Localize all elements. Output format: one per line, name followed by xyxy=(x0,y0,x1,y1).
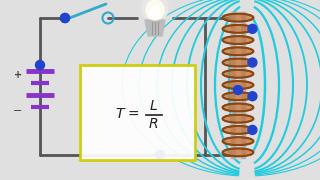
Ellipse shape xyxy=(146,0,164,20)
Ellipse shape xyxy=(223,115,253,123)
Circle shape xyxy=(156,150,164,159)
Circle shape xyxy=(248,92,257,101)
Text: L: L xyxy=(150,100,157,114)
Bar xyxy=(80,65,195,160)
Circle shape xyxy=(36,60,44,69)
Circle shape xyxy=(60,14,69,22)
Bar xyxy=(236,12,240,158)
Bar xyxy=(231,12,245,158)
Ellipse shape xyxy=(223,81,253,89)
Ellipse shape xyxy=(223,126,253,134)
Ellipse shape xyxy=(223,103,253,111)
Circle shape xyxy=(248,125,257,134)
Ellipse shape xyxy=(223,137,253,145)
Text: =: = xyxy=(128,107,139,122)
Ellipse shape xyxy=(223,14,253,22)
Circle shape xyxy=(60,14,69,22)
Text: −: − xyxy=(13,106,23,116)
Ellipse shape xyxy=(223,148,253,156)
Text: R: R xyxy=(149,118,158,132)
Text: T: T xyxy=(115,107,124,122)
Circle shape xyxy=(234,86,243,94)
Ellipse shape xyxy=(223,36,253,44)
Ellipse shape xyxy=(223,59,253,66)
Ellipse shape xyxy=(223,25,253,33)
Text: +: + xyxy=(14,70,22,80)
Polygon shape xyxy=(145,20,165,36)
Ellipse shape xyxy=(150,6,160,18)
Ellipse shape xyxy=(223,70,253,78)
Circle shape xyxy=(248,58,257,67)
Circle shape xyxy=(248,24,257,33)
Ellipse shape xyxy=(142,0,168,22)
Ellipse shape xyxy=(223,92,253,100)
Ellipse shape xyxy=(223,47,253,55)
